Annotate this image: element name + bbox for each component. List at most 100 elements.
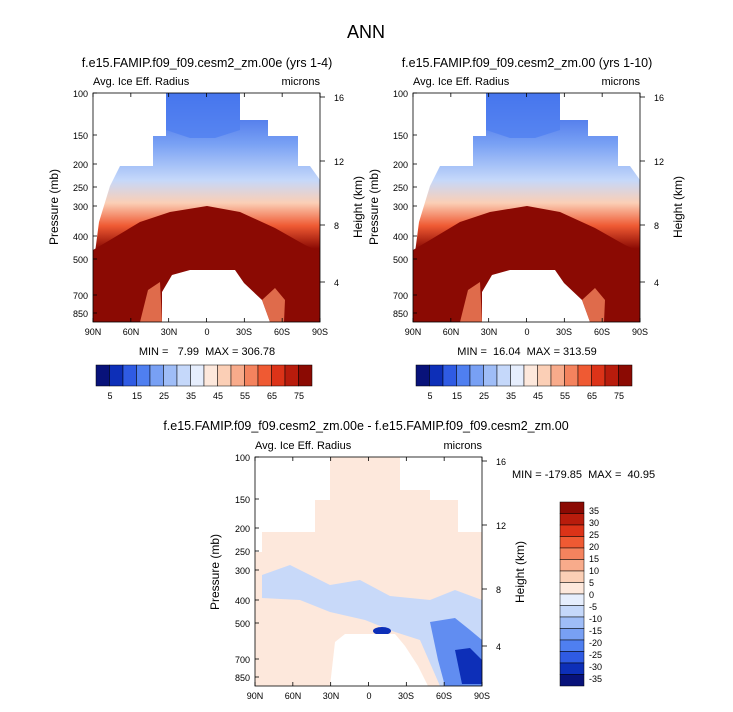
panel-2-colorbar-label: 15 <box>452 391 462 401</box>
colorbar-swatch <box>559 593 585 606</box>
panel-2-y-axis-label: Pressure (mb) <box>367 169 381 245</box>
panel-2-field <box>413 93 640 322</box>
panel-1-x-tick-label: 90S <box>312 327 328 337</box>
colorbar-swatch <box>136 364 151 387</box>
panel-3-title: f.e15.FAMIP.f09_f09.cesm2_zm.00e - f.e15… <box>163 419 568 433</box>
panel-1-x-tick-label: 60N <box>123 327 140 337</box>
colorbar-swatch <box>618 364 633 387</box>
panel-3-colorbar-label: -30 <box>589 662 602 672</box>
panel-1-y-tick-label: 200 <box>73 160 88 170</box>
panel-3-x-tick-label: 90S <box>474 691 490 701</box>
panel-1-colorbar-label: 75 <box>294 391 304 401</box>
figure-title: ANN <box>347 22 385 42</box>
panel-3-left-label: Avg. Ice Eff. Radius <box>255 440 352 452</box>
panel-1-stats: MIN = 7.99 MAX = 306.78 <box>139 346 275 358</box>
panel-1-units-label: microns <box>281 76 320 88</box>
colorbar-swatch <box>564 364 579 387</box>
colorbar-swatch <box>559 570 585 583</box>
panel-2-y-tick-label: 850 <box>393 309 408 319</box>
panel-1-y-tick-label: 700 <box>73 291 88 301</box>
panel-2-y-tick-label: 200 <box>393 160 408 170</box>
colorbar-swatch <box>559 582 585 595</box>
panel-3-stats: MIN = -179.85 MAX = 40.95 <box>512 469 655 481</box>
panel-1-colorbar-label: 5 <box>107 391 112 401</box>
panel-1-colorbar-label: 65 <box>267 391 277 401</box>
panel-2-y-tick-label: 500 <box>393 255 408 265</box>
colorbar-swatch <box>559 501 585 514</box>
panel-2-units-label: microns <box>601 76 640 88</box>
colorbar-swatch <box>230 364 245 387</box>
panel-3-y-tick-label: 700 <box>235 655 250 665</box>
panel-1-left-label: Avg. Ice Eff. Radius <box>93 76 190 88</box>
panel-3-x-tick-label: 30N <box>323 691 340 701</box>
panel-3-colorbar-label: 35 <box>589 506 599 516</box>
panel-2-right-tick-label: 8 <box>654 221 659 231</box>
panel-1-right-tick-label: 16 <box>334 93 344 103</box>
panel-3-y-tick-label: 100 <box>235 453 250 463</box>
panel-2-y-tick-label: 150 <box>393 131 408 141</box>
panel-1-colorbar-label: 15 <box>132 391 142 401</box>
panel-3-x-tick-label: 30S <box>398 691 414 701</box>
panel-2-ticks <box>412 92 645 322</box>
panel-2-y-tick-label: 100 <box>393 89 408 99</box>
panel-3-y-tick-label: 200 <box>235 524 250 534</box>
panel-1-x-tick-label: 0 <box>204 327 209 337</box>
colorbar-swatch <box>456 364 471 387</box>
panel-1-y-tick-label: 500 <box>73 255 88 265</box>
colorbar-swatch <box>496 364 511 387</box>
panel-1-ticks <box>92 92 325 322</box>
panel-2: f.e15.FAMIP.f09_f09.cesm2_zm.00 (yrs 1-1… <box>367 56 685 401</box>
panel-2-colorbar-label: 65 <box>587 391 597 401</box>
colorbar-swatch <box>469 364 484 387</box>
panel-1-colorbar-label: 25 <box>159 391 169 401</box>
panel-2-near-surface-shading <box>460 282 605 322</box>
panel-3-right-tick-label: 8 <box>496 585 501 595</box>
panel-3-y-tick-label: 850 <box>235 673 250 683</box>
panel-3: f.e15.FAMIP.f09_f09.cesm2_zm.00e - f.e15… <box>163 419 655 701</box>
panel-1-x-tick-label: 60S <box>274 327 290 337</box>
colorbar-swatch <box>190 364 205 387</box>
panel-2-orography <box>482 270 590 322</box>
panel-3-x-tick-label: 90N <box>247 691 264 701</box>
panel-1-y-tick-label: 250 <box>73 183 88 193</box>
panel-2-left-label: Avg. Ice Eff. Radius <box>413 76 510 88</box>
panel-1-x-tick-label: 30S <box>236 327 252 337</box>
panel-3-ticks <box>254 456 487 686</box>
panel-3-x-tick-label: 0 <box>366 691 371 701</box>
panel-1-field-upper-blue <box>166 93 240 138</box>
colorbar-swatch <box>95 364 110 387</box>
panel-1-colorbar-label: 35 <box>186 391 196 401</box>
panel-2-y-tick-label: 700 <box>393 291 408 301</box>
colorbar-swatch <box>510 364 525 387</box>
panel-3-y-tick-label: 150 <box>235 495 250 505</box>
panel-1-colorbar <box>95 364 313 387</box>
panel-3-colorbar-label: 30 <box>589 518 599 528</box>
panel-1-right-tick-label: 8 <box>334 221 339 231</box>
panel-2-colorbar-label: 25 <box>479 391 489 401</box>
panel-3-y-axis-label: Pressure (mb) <box>208 534 222 610</box>
panel-3-right-tick-label: 12 <box>496 521 506 531</box>
panel-2-y-tick-label: 400 <box>393 232 408 242</box>
colorbar-swatch <box>591 364 606 387</box>
colorbar-swatch <box>122 364 137 387</box>
colorbar-swatch <box>109 364 124 387</box>
panel-1-y-tick-label: 400 <box>73 232 88 242</box>
panel-3-colorbar-label: -20 <box>589 638 602 648</box>
panel-3-colorbar-label: 20 <box>589 542 599 552</box>
panel-1-y-tick-label: 150 <box>73 131 88 141</box>
colorbar-swatch <box>163 364 178 387</box>
panel-2-x-tick-label: 0 <box>524 327 529 337</box>
colorbar-swatch <box>559 513 585 526</box>
panel-3-colorbar-label: 25 <box>589 530 599 540</box>
panel-1-y-tick-label: 850 <box>73 309 88 319</box>
panel-1-right-tick-label: 4 <box>334 278 339 288</box>
panel-1-colorbar-label: 45 <box>213 391 223 401</box>
colorbar-swatch <box>203 364 218 387</box>
colorbar-swatch <box>604 364 619 387</box>
panel-1-title: f.e15.FAMIP.f09_f09.cesm2_zm.00e (yrs 1-… <box>82 56 333 70</box>
panel-3-field <box>255 457 482 686</box>
panel-1-x-tick-label: 30N <box>161 327 178 337</box>
panel-2-y-tick-label: 250 <box>393 183 408 193</box>
panel-3-orography <box>330 634 428 686</box>
